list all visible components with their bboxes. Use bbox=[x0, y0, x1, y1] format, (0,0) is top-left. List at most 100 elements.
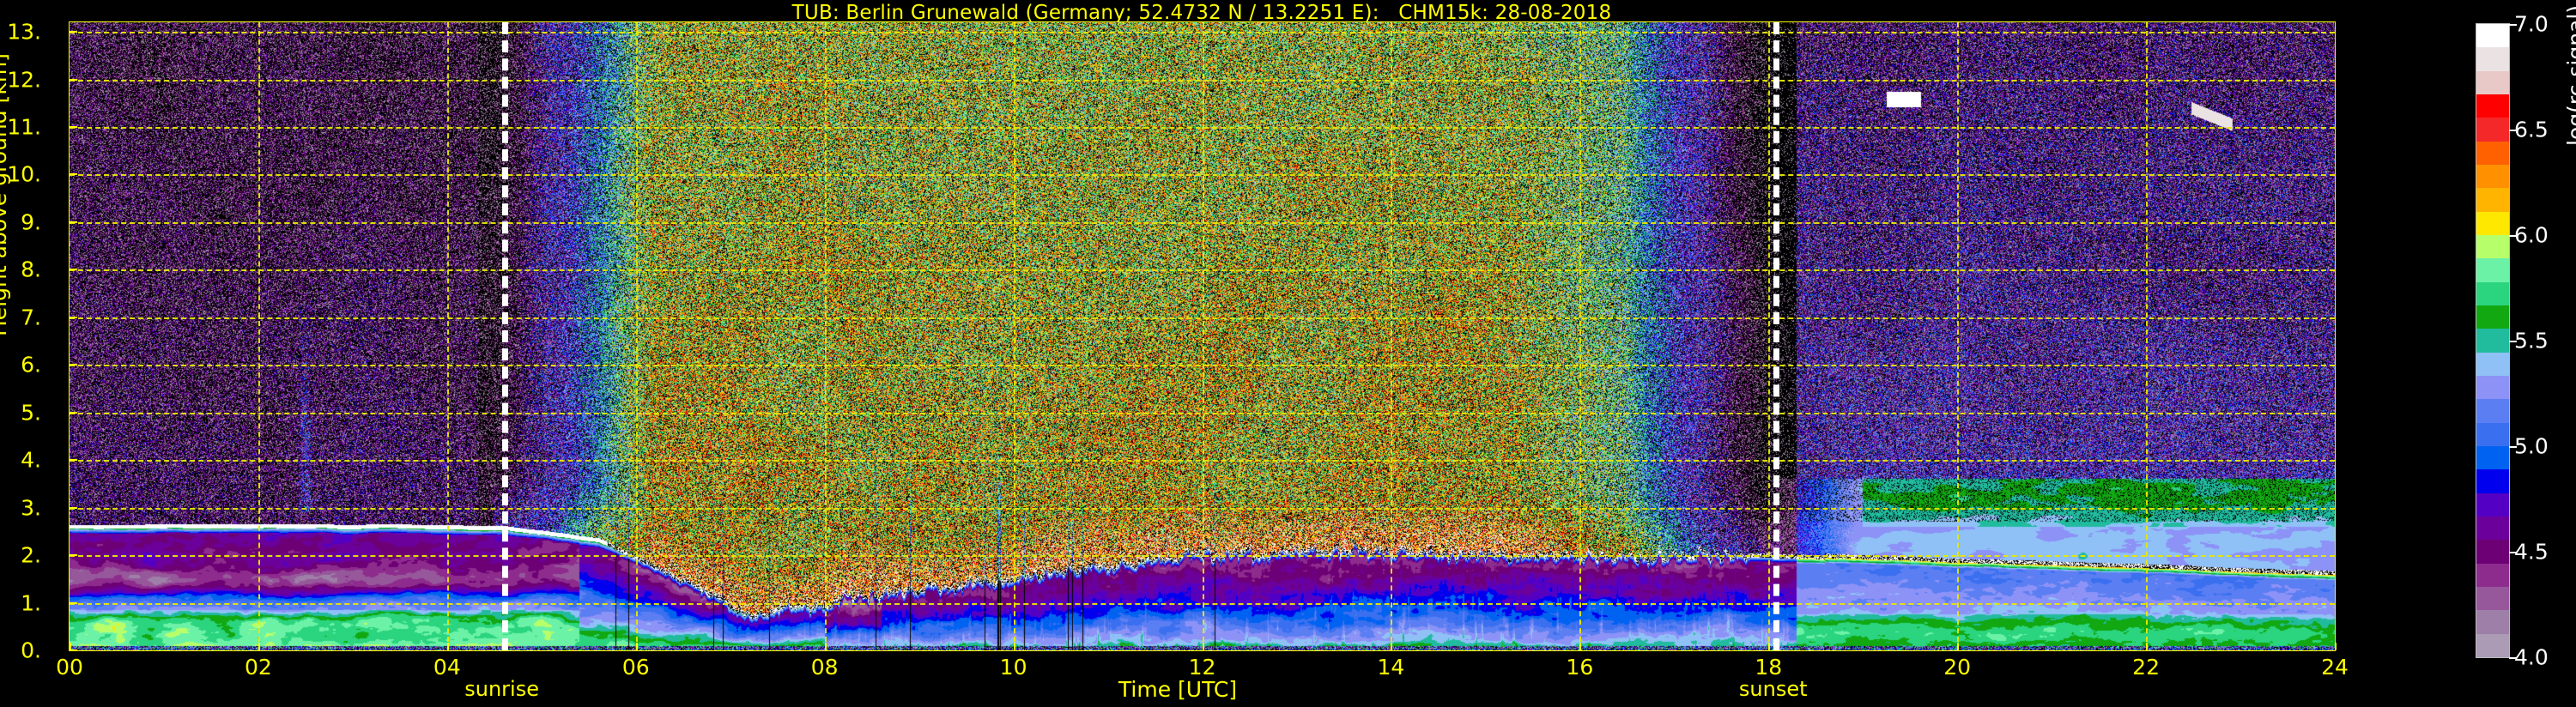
colorbar-band bbox=[2476, 305, 2509, 329]
colorbar-tick-mark bbox=[2509, 235, 2517, 237]
colorbar-tick-mark bbox=[2509, 446, 2517, 448]
x-tick-mark bbox=[1202, 643, 1204, 650]
y-tick-label: 1. bbox=[21, 590, 41, 616]
colorbar-tick-mark bbox=[2509, 130, 2517, 131]
colorbar-band bbox=[2476, 399, 2509, 423]
y-tick-label: 8. bbox=[21, 257, 41, 282]
colorbar-tick-mark bbox=[2509, 657, 2517, 659]
colorbar-band bbox=[2476, 376, 2509, 400]
colorbar-band bbox=[2476, 165, 2509, 189]
colorbar-tick-label: 4.5 bbox=[2514, 539, 2549, 565]
x-tick-label: 12 bbox=[1188, 655, 1216, 680]
y-tick-label: 10. bbox=[7, 161, 41, 187]
x-tick-label: 24 bbox=[2321, 655, 2349, 680]
x-tick-mark bbox=[824, 643, 827, 650]
x-tick-mark bbox=[1768, 643, 1771, 650]
colorbar-band bbox=[2476, 517, 2509, 541]
y-tick-mark bbox=[70, 364, 77, 366]
colorbar-band bbox=[2476, 633, 2509, 657]
x-tick-label: 20 bbox=[1943, 655, 1972, 680]
y-axis-label: Height above ground [km] bbox=[0, 53, 11, 336]
x-axis-label: Time [UTC] bbox=[1118, 677, 1238, 702]
y-tick-mark bbox=[70, 126, 77, 128]
x-tick-mark bbox=[446, 643, 449, 650]
x-tick-label: 04 bbox=[433, 655, 461, 680]
x-tick-mark bbox=[1957, 643, 1960, 650]
colorbar-tick-label: 4.0 bbox=[2514, 644, 2549, 670]
x-tick-mark bbox=[1013, 643, 1015, 650]
colorbar-band bbox=[2476, 563, 2509, 588]
sun-event-line-sunset bbox=[1773, 22, 1779, 650]
y-tick-label: 5. bbox=[21, 400, 41, 426]
colorbar-tick-label: 5.0 bbox=[2514, 433, 2549, 459]
y-tick-mark bbox=[70, 173, 77, 176]
colorbar[interactable] bbox=[2476, 24, 2509, 657]
colorbar-tick-label: 5.5 bbox=[2514, 328, 2549, 354]
colorbar-band bbox=[2476, 258, 2509, 282]
y-tick-mark bbox=[70, 78, 77, 81]
colorbar-tick-label: 6.0 bbox=[2514, 222, 2549, 248]
heatmap-canvas[interactable] bbox=[70, 22, 2335, 650]
colorbar-band bbox=[2476, 610, 2509, 634]
colorbar-band bbox=[2476, 281, 2509, 306]
colorbar-band bbox=[2476, 211, 2509, 236]
y-tick-label: 3. bbox=[21, 495, 41, 521]
y-tick-label: 7. bbox=[21, 305, 41, 330]
x-tick-mark bbox=[2146, 643, 2149, 650]
x-tick-mark bbox=[635, 643, 638, 650]
colorbar-band bbox=[2476, 118, 2509, 142]
heatmap-plot-area[interactable] bbox=[70, 22, 2335, 650]
y-tick-mark bbox=[70, 221, 77, 223]
x-tick-mark bbox=[1391, 643, 1393, 650]
colorbar-band bbox=[2476, 587, 2509, 611]
colorbar-band bbox=[2476, 469, 2509, 493]
colorbar-label: log(rc-signal) @ 1064 nm bbox=[2563, 0, 2576, 146]
y-tick-mark bbox=[70, 601, 77, 604]
y-tick-mark bbox=[70, 269, 77, 271]
x-tick-label: 06 bbox=[621, 655, 650, 680]
x-tick-label: 16 bbox=[1566, 655, 1594, 680]
colorbar-band bbox=[2476, 540, 2509, 564]
colorbar-band bbox=[2476, 141, 2509, 166]
y-tick-label: 12. bbox=[7, 67, 41, 93]
y-tick-label: 9. bbox=[21, 209, 41, 235]
colorbar-band bbox=[2476, 94, 2509, 118]
sun-event-label-sunrise: sunrise bbox=[464, 677, 539, 701]
y-tick-mark bbox=[70, 650, 77, 651]
colorbar-band bbox=[2476, 47, 2509, 71]
x-tick-label: 18 bbox=[1755, 655, 1783, 680]
x-tick-label: 02 bbox=[245, 655, 272, 680]
y-tick-label: 2. bbox=[21, 542, 41, 568]
y-tick-label: 13. bbox=[7, 19, 41, 45]
y-tick-mark bbox=[70, 316, 77, 318]
figure-title: TUB: Berlin Grunewald (Germany; 52.4732 … bbox=[791, 2, 1612, 24]
colorbar-tick-mark bbox=[2509, 552, 2517, 553]
colorbar-tick-mark bbox=[2509, 24, 2517, 26]
y-tick-mark bbox=[70, 31, 77, 33]
colorbar-band bbox=[2476, 329, 2509, 353]
colorbar-band bbox=[2476, 422, 2509, 447]
y-tick-label: 4. bbox=[21, 447, 41, 473]
colorbar-band bbox=[2476, 24, 2509, 48]
colorbar-band bbox=[2476, 446, 2509, 470]
x-tick-label: 00 bbox=[56, 655, 83, 680]
colorbar-tick-label: 6.5 bbox=[2514, 117, 2549, 142]
colorbar-tick-mark bbox=[2509, 341, 2517, 342]
colorbar-band bbox=[2476, 352, 2509, 377]
y-tick-label: 11. bbox=[7, 114, 41, 140]
x-tick-mark bbox=[1579, 643, 1582, 650]
x-tick-mark bbox=[2335, 643, 2337, 650]
colorbar-band bbox=[2476, 188, 2509, 212]
x-tick-mark bbox=[70, 643, 71, 650]
colorbar-band bbox=[2476, 70, 2509, 95]
y-tick-mark bbox=[70, 459, 77, 462]
y-tick-mark bbox=[70, 506, 77, 509]
y-tick-label: 6. bbox=[21, 352, 41, 378]
colorbar-band bbox=[2476, 235, 2509, 259]
x-tick-label: 08 bbox=[810, 655, 839, 680]
x-tick-label: 10 bbox=[999, 655, 1027, 680]
x-tick-label: 14 bbox=[1377, 655, 1405, 680]
x-tick-mark bbox=[258, 643, 260, 650]
sun-event-line-sunrise bbox=[501, 22, 508, 650]
